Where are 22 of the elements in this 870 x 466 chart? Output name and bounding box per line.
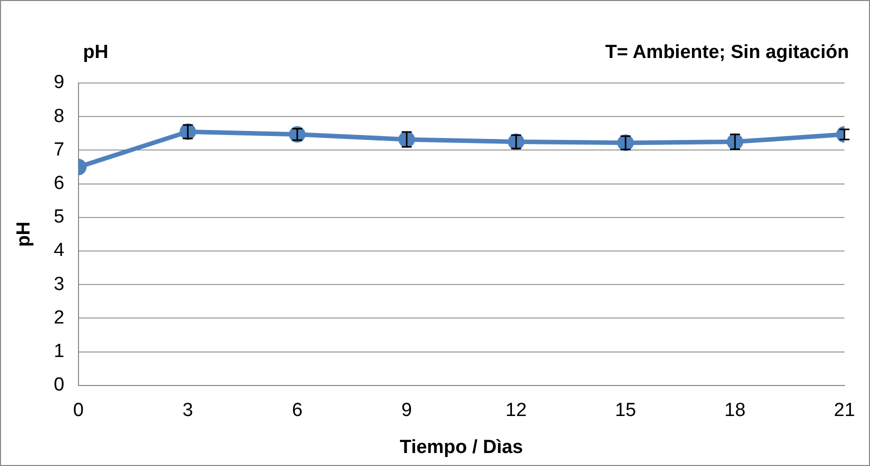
x-tick-label: 15 bbox=[614, 400, 636, 422]
y-axis-title: pH bbox=[14, 222, 35, 247]
y-tick-label: 8 bbox=[54, 106, 64, 127]
x-axis-title: Tiempo / Dìas bbox=[400, 436, 523, 458]
y-tick-label: 9 bbox=[54, 72, 64, 94]
x-tick-label: 12 bbox=[506, 400, 527, 422]
x-tick-label: 6 bbox=[292, 400, 303, 422]
x-tick-label: 0 bbox=[73, 400, 84, 422]
text: T= Ambiente; Sin agitación bbox=[605, 42, 849, 64]
y-tick-label: 7 bbox=[54, 139, 64, 160]
x-tick-label: 3 bbox=[182, 400, 194, 422]
x-tick-label: 21 bbox=[834, 400, 856, 422]
y-tick-label: 6 bbox=[54, 173, 64, 194]
y-tick-label: 1 bbox=[54, 341, 64, 362]
y-tick-label: 2 bbox=[54, 307, 64, 328]
y-tick-label: 5 bbox=[54, 206, 64, 228]
y-tick-label: 3 bbox=[54, 274, 64, 295]
y-tick-label: 4 bbox=[54, 240, 65, 262]
chart-title: pH bbox=[83, 42, 108, 64]
x-tick-label: 18 bbox=[724, 400, 746, 422]
x-tick-label: 9 bbox=[401, 400, 412, 422]
y-tick-label: 0 bbox=[54, 374, 64, 396]
